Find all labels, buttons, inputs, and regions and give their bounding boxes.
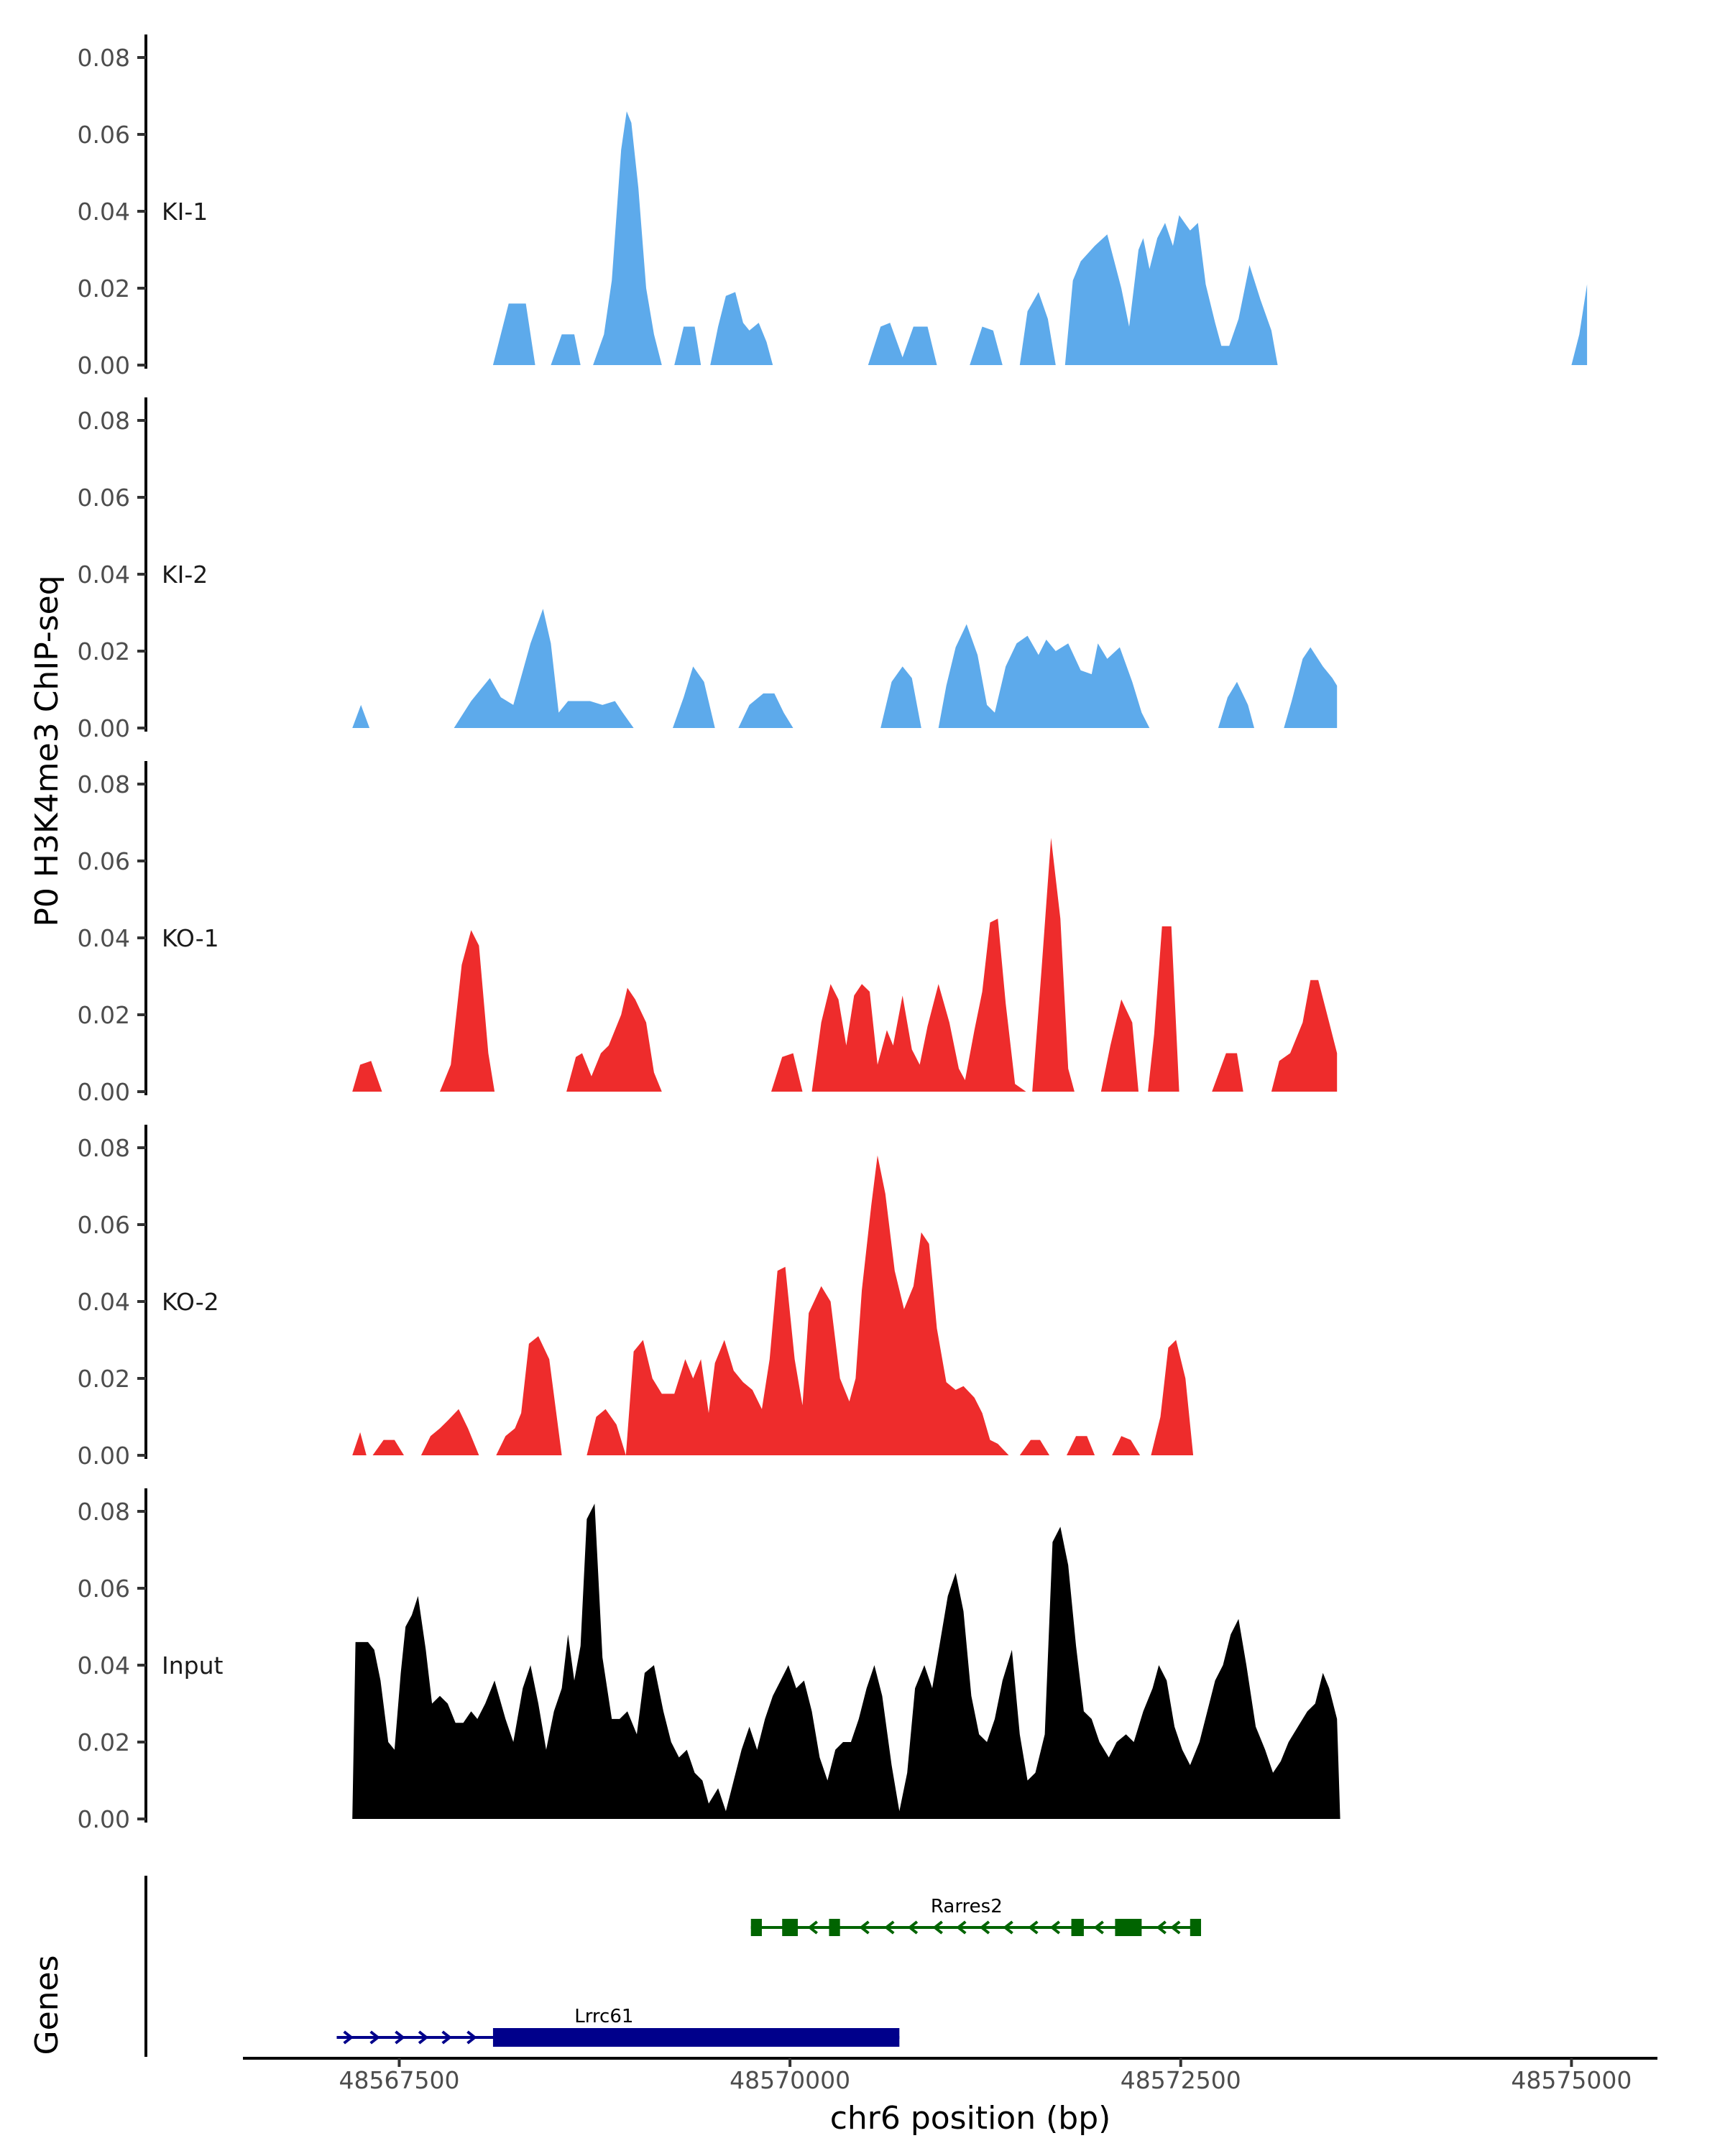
strand-arrow [1003, 1920, 1013, 1935]
strand-arrow [1170, 1920, 1181, 1935]
gene-rarres2: Rarres2 [750, 1896, 1202, 1936]
y-tick-label: 0.02 [78, 637, 130, 665]
y-tick-label: 0.00 [78, 1442, 130, 1470]
strand-arrow [979, 1920, 990, 1935]
strand-arrow [466, 2030, 477, 2045]
y-tick-label: 0.06 [78, 847, 130, 875]
y-tick-label: 0.04 [78, 198, 130, 226]
track-panel-ko-2: 0.00 0.02 0.04 0.06 0.08 KO-2 [78, 1125, 1200, 1470]
strand-arrow [956, 1920, 967, 1935]
y-tick-label: 0.02 [78, 1728, 130, 1756]
strand-arrow [859, 1920, 870, 1935]
y-tick-label: 0.00 [78, 1805, 130, 1833]
coverage-area-ki-1 [416, 111, 1588, 365]
x-tick-label: 48567500 [339, 2066, 459, 2094]
y-axis-title: P0 H3K4me3 ChIP-seq [29, 575, 65, 926]
y-tick-label: 0.04 [78, 1288, 130, 1316]
strand-arrow [441, 2030, 452, 2045]
y-tick-label: 0.00 [78, 1078, 130, 1106]
x-axis-title: chr6 position (bp) [830, 2100, 1111, 2137]
strand-arrow [369, 2030, 380, 2045]
gene-annotation-panel: Rarres2 Lrrc61 [144, 1876, 1202, 2057]
strand-arrow [807, 1920, 818, 1935]
y-tick-label: 0.02 [78, 1365, 130, 1393]
gene-exon [492, 2028, 900, 2047]
y-tick-label: 0.00 [78, 351, 130, 379]
y-tick-label: 0.06 [78, 484, 130, 512]
genes-panel-title: Genes [29, 1955, 65, 2055]
gene-exon [1071, 1919, 1084, 1936]
y-tick-label: 0.06 [78, 1575, 130, 1603]
x-axis: 48567500 48570000 48572500 48575000 [243, 2057, 1657, 2094]
gene-exon [1190, 1919, 1202, 1936]
y-tick-label: 0.00 [78, 714, 130, 742]
strand-arrow [907, 1920, 919, 1935]
strand-arrow [1049, 1920, 1061, 1935]
track-panel-ki-1: 0.00 0.02 0.04 0.06 0.08 KI-1 [78, 34, 1588, 379]
y-tick-label: 0.08 [78, 770, 130, 798]
gene-exon [1115, 1919, 1142, 1936]
y-tick-label: 0.08 [78, 1134, 130, 1162]
x-tick-label: 48572500 [1121, 2066, 1241, 2094]
track-panel-input: 0.00 0.02 0.04 0.06 0.08 Input [78, 1488, 1340, 1833]
strand-arrow [1028, 1920, 1039, 1935]
track-label-input: Input [162, 1651, 224, 1680]
strand-arrow [343, 2030, 354, 2045]
y-tick-label: 0.08 [78, 407, 130, 435]
x-tick-label: 48570000 [730, 2066, 850, 2094]
strand-arrow [418, 2030, 429, 2045]
strand-arrow [884, 1920, 895, 1935]
track-panel-ko-1: 0.00 0.02 0.04 0.06 0.08 KO-1 [78, 761, 1338, 1106]
y-tick-label: 0.04 [78, 561, 130, 589]
coverage-area-ko-1 [352, 837, 1338, 1092]
track-label-ko-2: KO-2 [162, 1288, 219, 1316]
track-panel-ki-2: 0.00 0.02 0.04 0.06 0.08 KI-2 [78, 397, 1338, 742]
strand-arrow [932, 1920, 943, 1935]
y-tick-label: 0.08 [78, 44, 130, 72]
coverage-area-input [352, 1503, 1340, 1819]
gene-exon [782, 1919, 798, 1936]
gene-label: Lrrc61 [574, 2006, 633, 2027]
coverage-area-ko-2 [352, 1155, 1200, 1455]
track-label-ko-1: KO-1 [162, 924, 219, 952]
coverage-tracks: 0.00 0.02 0.04 0.06 0.08 KI-1 0.00 0.02 0.04 0.06… [78, 34, 1588, 1833]
y-tick-label: 0.04 [78, 1651, 130, 1680]
y-tick-label: 0.02 [78, 1001, 130, 1029]
strand-arrow [395, 2030, 405, 2045]
y-tick-label: 0.08 [78, 1498, 130, 1526]
track-label-ki-1: KI-1 [162, 198, 208, 226]
y-tick-label: 0.04 [78, 924, 130, 952]
y-tick-label: 0.06 [78, 1211, 130, 1239]
coverage-area-ki-2 [352, 609, 1338, 728]
gene-lrrc61: Lrrc61 [336, 2006, 900, 2047]
track-label-ki-2: KI-2 [162, 561, 208, 589]
gene-exon [829, 1919, 840, 1936]
strand-arrow [1093, 1920, 1104, 1935]
x-tick-label: 48575000 [1511, 2066, 1632, 2094]
gene-label: Rarres2 [931, 1896, 1003, 1917]
y-tick-label: 0.06 [78, 121, 130, 149]
y-tick-label: 0.02 [78, 275, 130, 303]
strand-arrow [1156, 1920, 1167, 1935]
gene-exon [750, 1919, 762, 1936]
